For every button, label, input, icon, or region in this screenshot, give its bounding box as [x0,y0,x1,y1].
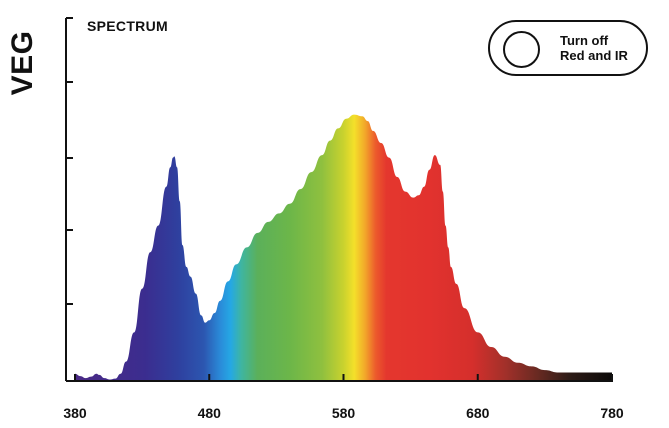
toggle-label-line1: Turn off [560,33,609,48]
x-tick-label-380: 380 [63,405,87,421]
x-tick-label-780: 780 [600,405,624,421]
x-tick-label-480: 480 [198,405,222,421]
x-tick-label-580: 580 [332,405,356,421]
x-tick-label-680: 680 [466,405,490,421]
spectrum-area [75,114,612,381]
turn-off-red-ir-toggle[interactable]: Turn off Red and IR [488,20,648,76]
chart-title: SPECTRUM [87,18,168,34]
toggle-knob-icon[interactable] [503,31,540,68]
toggle-label-line2: Red and IR [560,48,628,63]
toggle-label: Turn off Red and IR [560,33,644,63]
